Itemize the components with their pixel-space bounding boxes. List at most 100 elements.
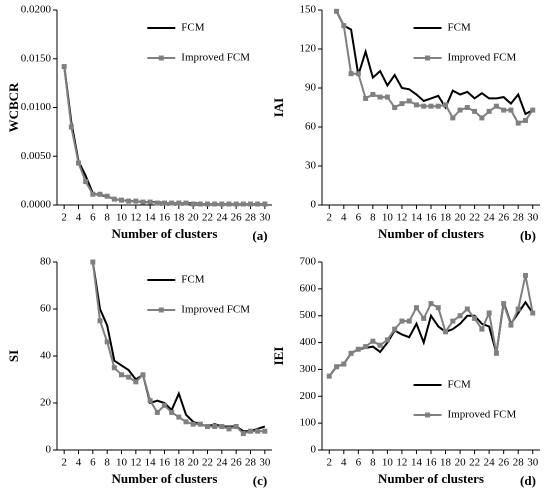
point-marker <box>183 419 189 425</box>
point-marker <box>169 200 175 206</box>
point-marker <box>493 350 499 356</box>
point-marker <box>355 346 361 352</box>
point-marker <box>219 424 225 429</box>
x-tick-label: 16 <box>426 212 438 224</box>
point-marker <box>162 402 167 408</box>
x-tick-label: 6 <box>356 457 362 469</box>
point-marker <box>392 326 398 332</box>
y-tick-label: 700 <box>300 256 317 268</box>
point-marker <box>530 107 536 113</box>
x-tick-label: 22 <box>202 212 213 224</box>
point-marker <box>522 118 528 123</box>
series-line <box>91 262 266 433</box>
point-marker <box>233 201 239 207</box>
x-tick-label: 10 <box>382 212 394 224</box>
point-marker <box>486 108 492 114</box>
y-tick-label: 100 <box>300 417 317 429</box>
x-tick-label: 18 <box>440 457 452 469</box>
y-tick-label: 150 <box>300 4 317 16</box>
x-tick-label: 12 <box>130 457 141 469</box>
y-tick-label: 500 <box>300 309 317 321</box>
x-tick-label: 4 <box>341 212 347 224</box>
point-marker <box>515 120 521 126</box>
point-marker <box>508 107 514 113</box>
point-marker <box>443 102 449 108</box>
point-marker <box>126 198 132 204</box>
point-marker <box>326 373 332 379</box>
x-tick-label: 20 <box>188 212 200 224</box>
point-marker <box>464 306 470 312</box>
point-marker <box>154 200 160 206</box>
y-axis-label: SI <box>6 350 21 362</box>
point-marker <box>493 103 499 109</box>
x-axis-label: Number of clusters <box>378 471 484 486</box>
point-marker <box>486 310 492 316</box>
x-tick-label: 4 <box>341 457 347 469</box>
point-marker <box>384 337 390 343</box>
x-tick-label: 6 <box>90 212 96 224</box>
point-marker <box>334 364 340 370</box>
x-tick-label: 10 <box>116 212 128 224</box>
x-tick-label: 22 <box>469 457 480 469</box>
y-tick-label: 300 <box>300 363 317 375</box>
y-tick-label: 0.0150 <box>21 52 52 64</box>
x-tick-label: 2 <box>61 212 67 224</box>
point-marker <box>83 179 89 185</box>
x-tick-label: 8 <box>370 212 376 224</box>
point-marker <box>355 71 361 77</box>
point-marker <box>90 259 96 265</box>
x-tick-label: 22 <box>469 212 480 224</box>
point-marker <box>428 103 434 109</box>
x-tick-label: 14 <box>145 457 157 469</box>
panel-label: (c) <box>253 473 267 488</box>
point-marker <box>406 98 412 104</box>
x-tick-label: 16 <box>159 457 171 469</box>
point-marker <box>205 201 210 207</box>
point-marker <box>90 191 96 197</box>
series-line <box>335 10 534 125</box>
x-axis-label: Number of clusters <box>112 226 218 241</box>
series-line <box>91 262 265 435</box>
panel-label: (a) <box>252 228 267 243</box>
point-marker <box>190 421 196 427</box>
x-tick-label: 24 <box>216 457 228 469</box>
series-line <box>328 275 534 377</box>
point-marker <box>341 23 347 29</box>
point-marker <box>348 71 354 77</box>
point-marker <box>248 428 253 434</box>
point-marker <box>515 306 521 312</box>
point-marker <box>119 372 124 378</box>
point-marker <box>457 313 463 319</box>
point-marker <box>104 339 110 345</box>
point-marker <box>377 342 383 348</box>
point-marker <box>262 428 268 434</box>
x-tick-label: 18 <box>173 457 185 469</box>
y-tick-label: 80 <box>40 256 52 268</box>
point-marker <box>435 103 441 109</box>
point-marker <box>126 374 132 380</box>
x-tick-label: 28 <box>513 457 525 469</box>
y-tick-label: 120 <box>300 43 317 55</box>
y-tick-label: 60 <box>305 121 317 133</box>
point-marker <box>147 398 153 404</box>
x-tick-label: 14 <box>145 212 157 224</box>
y-tick-label: 0.0050 <box>21 150 52 162</box>
x-tick-label: 6 <box>90 457 96 469</box>
point-marker <box>212 424 218 429</box>
point-marker <box>248 201 253 207</box>
x-tick-label: 6 <box>356 212 362 224</box>
x-tick-label: 24 <box>216 212 228 224</box>
panel-label: (d) <box>520 473 536 488</box>
y-tick-label: 0.0100 <box>21 101 52 113</box>
legend-marker <box>425 55 431 61</box>
x-tick-label: 16 <box>159 212 171 224</box>
series-line <box>63 65 265 206</box>
y-tick-label: 0 <box>311 444 317 456</box>
x-tick-label: 12 <box>396 457 407 469</box>
point-marker <box>111 196 117 202</box>
point-marker <box>464 105 470 110</box>
point-marker <box>219 201 225 207</box>
y-axis-label: IAI <box>271 98 286 118</box>
y-axis-label: IEI <box>271 347 286 366</box>
